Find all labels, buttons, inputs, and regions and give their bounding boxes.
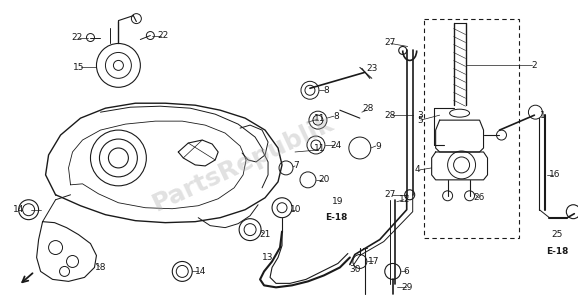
- Text: 4: 4: [415, 165, 420, 174]
- Text: 27: 27: [384, 38, 395, 47]
- Text: 5: 5: [417, 116, 423, 125]
- Text: 28: 28: [384, 111, 395, 120]
- Text: 11: 11: [314, 114, 325, 123]
- Text: 8: 8: [323, 86, 329, 95]
- Text: E-18: E-18: [546, 247, 569, 256]
- Text: 14: 14: [195, 267, 206, 276]
- Text: 17: 17: [368, 257, 380, 266]
- Text: 23: 23: [366, 64, 378, 73]
- Text: 9: 9: [375, 142, 380, 150]
- Text: 20: 20: [318, 175, 329, 184]
- Text: E-18: E-18: [325, 213, 347, 222]
- Text: 7: 7: [293, 162, 299, 170]
- Text: 10: 10: [290, 205, 302, 214]
- Text: 2: 2: [532, 61, 537, 70]
- Text: 26: 26: [474, 193, 485, 202]
- Text: 24: 24: [330, 141, 342, 150]
- Text: 8: 8: [333, 112, 339, 121]
- Text: 12: 12: [399, 195, 411, 204]
- Text: 28: 28: [362, 104, 373, 113]
- Text: 1: 1: [540, 111, 545, 120]
- Text: 16: 16: [549, 170, 560, 179]
- Text: 11: 11: [314, 144, 325, 153]
- Bar: [424, 18, 519, 238]
- Text: 19: 19: [332, 197, 343, 206]
- Text: 22: 22: [71, 33, 82, 42]
- Text: PartsRepublik: PartsRepublik: [149, 111, 338, 216]
- Text: 13: 13: [262, 253, 274, 262]
- Text: 3: 3: [417, 111, 423, 120]
- Text: 15: 15: [73, 63, 85, 72]
- Text: 29: 29: [401, 283, 412, 292]
- Text: 30: 30: [349, 265, 361, 274]
- Text: 21: 21: [259, 230, 271, 239]
- Text: 27: 27: [384, 190, 395, 199]
- Text: 25: 25: [552, 230, 563, 239]
- Text: 22: 22: [157, 31, 169, 40]
- Text: 14: 14: [13, 205, 24, 214]
- Text: 18: 18: [95, 263, 106, 272]
- Text: 6: 6: [404, 267, 409, 276]
